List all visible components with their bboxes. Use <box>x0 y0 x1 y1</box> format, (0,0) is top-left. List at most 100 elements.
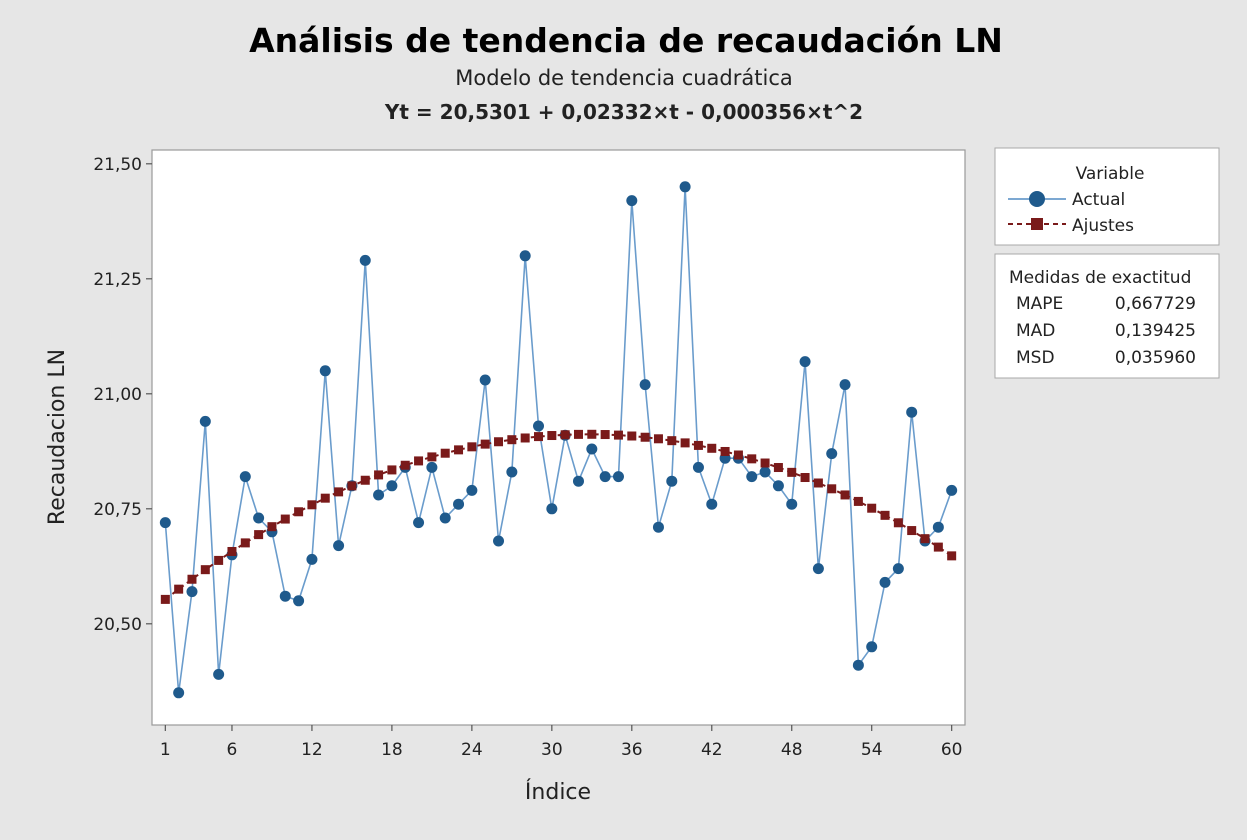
actual-point <box>639 379 651 391</box>
actual-point <box>932 521 944 533</box>
legend-fits-marker <box>1031 218 1043 230</box>
actual-point <box>533 420 545 432</box>
fits-marker <box>760 458 770 468</box>
fits-marker <box>827 484 837 494</box>
fits-marker <box>547 431 557 441</box>
fits-marker <box>200 565 210 575</box>
x-tick-label: 24 <box>461 740 483 760</box>
fits-marker <box>587 429 597 439</box>
plot-area <box>151 149 966 726</box>
x-tick-label: 60 <box>941 740 963 760</box>
fits-marker <box>254 530 264 540</box>
fits-marker <box>947 551 957 561</box>
accuracy-msd-value: 0,035960 <box>1115 348 1196 368</box>
actual-point <box>812 563 824 575</box>
fits-marker <box>334 487 344 497</box>
actual-point <box>826 448 838 460</box>
actual-point <box>759 466 771 478</box>
actual-point <box>253 512 265 524</box>
actual-point <box>386 480 398 492</box>
actual-point <box>159 517 171 529</box>
fits-marker <box>480 439 490 449</box>
fits-marker <box>800 473 810 483</box>
fits-marker <box>174 584 184 594</box>
actual-point <box>906 406 918 418</box>
fits-marker <box>374 470 384 480</box>
fits-marker <box>494 437 504 447</box>
legend-title: Variable <box>1076 164 1145 184</box>
actual-point <box>799 356 811 368</box>
chart-title: Análisis de tendencia de recaudación LN <box>249 21 1003 60</box>
fits-marker <box>693 440 703 450</box>
legend: Variable Actual Ajustes <box>994 147 1220 246</box>
fits-marker <box>787 467 797 477</box>
fits-marker <box>467 442 477 452</box>
actual-point <box>373 489 385 501</box>
accuracy-mad-value: 0,139425 <box>1115 321 1196 341</box>
actual-point <box>173 687 185 699</box>
y-tick-label: 21,25 <box>93 270 142 290</box>
actual-point <box>772 480 784 492</box>
y-tick-label: 20,75 <box>93 500 142 520</box>
fits-marker <box>400 460 410 470</box>
accuracy-box <box>994 253 1220 379</box>
actual-point <box>586 443 598 455</box>
y-axis-title: Recaudacion LN <box>45 349 70 525</box>
fits-marker <box>534 432 544 442</box>
accuracy-mad-label: MAD <box>1016 321 1055 341</box>
fits-marker <box>387 465 397 475</box>
y-axis: 20,50 20,75 21,00 21,25 21,50 <box>93 155 152 635</box>
x-tick-label: 30 <box>541 740 563 760</box>
fits-marker <box>560 430 570 440</box>
actual-point <box>786 498 798 510</box>
actual-point <box>626 195 638 207</box>
fits-marker <box>640 432 650 442</box>
actual-point <box>426 461 438 473</box>
actual-point <box>612 471 624 483</box>
actual-point <box>852 659 864 671</box>
actual-point <box>546 503 558 515</box>
actual-point <box>652 521 664 533</box>
fits-marker <box>853 496 863 506</box>
fits-marker <box>893 518 903 528</box>
actual-point <box>479 374 491 386</box>
actual-point <box>892 563 904 575</box>
fits-marker <box>733 450 743 460</box>
accuracy-title: Medidas de exactitud <box>1009 268 1191 288</box>
actual-point <box>306 553 318 565</box>
accuracy-msd-label: MSD <box>1016 348 1055 368</box>
legend-actual-marker <box>1029 191 1045 207</box>
fits-marker <box>507 435 517 445</box>
actual-point <box>572 475 584 487</box>
actual-point <box>866 641 878 653</box>
fits-marker <box>294 507 304 517</box>
chart-subtitle: Modelo de tendencia cuadrática <box>455 66 793 90</box>
actual-point <box>319 365 331 377</box>
fits-marker <box>160 594 170 604</box>
fits-marker <box>320 493 330 503</box>
actual-point <box>439 512 451 524</box>
actual-point <box>279 590 291 602</box>
x-tick-label: 1 <box>160 740 171 760</box>
x-tick-label: 12 <box>301 740 323 760</box>
actual-point <box>706 498 718 510</box>
fits-marker <box>414 456 424 466</box>
x-tick-label: 18 <box>381 740 403 760</box>
accuracy-mape-value: 0,667729 <box>1115 294 1196 314</box>
fits-marker <box>267 522 277 532</box>
accuracy-mape-label: MAPE <box>1016 294 1063 314</box>
fits-marker <box>573 429 583 439</box>
fits-marker <box>747 454 757 464</box>
fits-marker <box>347 481 357 491</box>
y-tick-label: 21,50 <box>93 155 142 175</box>
y-tick-label: 21,00 <box>93 385 142 405</box>
actual-point <box>746 471 758 483</box>
actual-point <box>239 471 251 483</box>
accuracy-table: Medidas de exactitud MAPE 0,667729 MAD 0… <box>994 253 1220 379</box>
fits-marker <box>907 526 917 536</box>
x-tick-label: 42 <box>701 740 723 760</box>
x-tick-label: 48 <box>781 740 803 760</box>
actual-point <box>692 461 704 473</box>
